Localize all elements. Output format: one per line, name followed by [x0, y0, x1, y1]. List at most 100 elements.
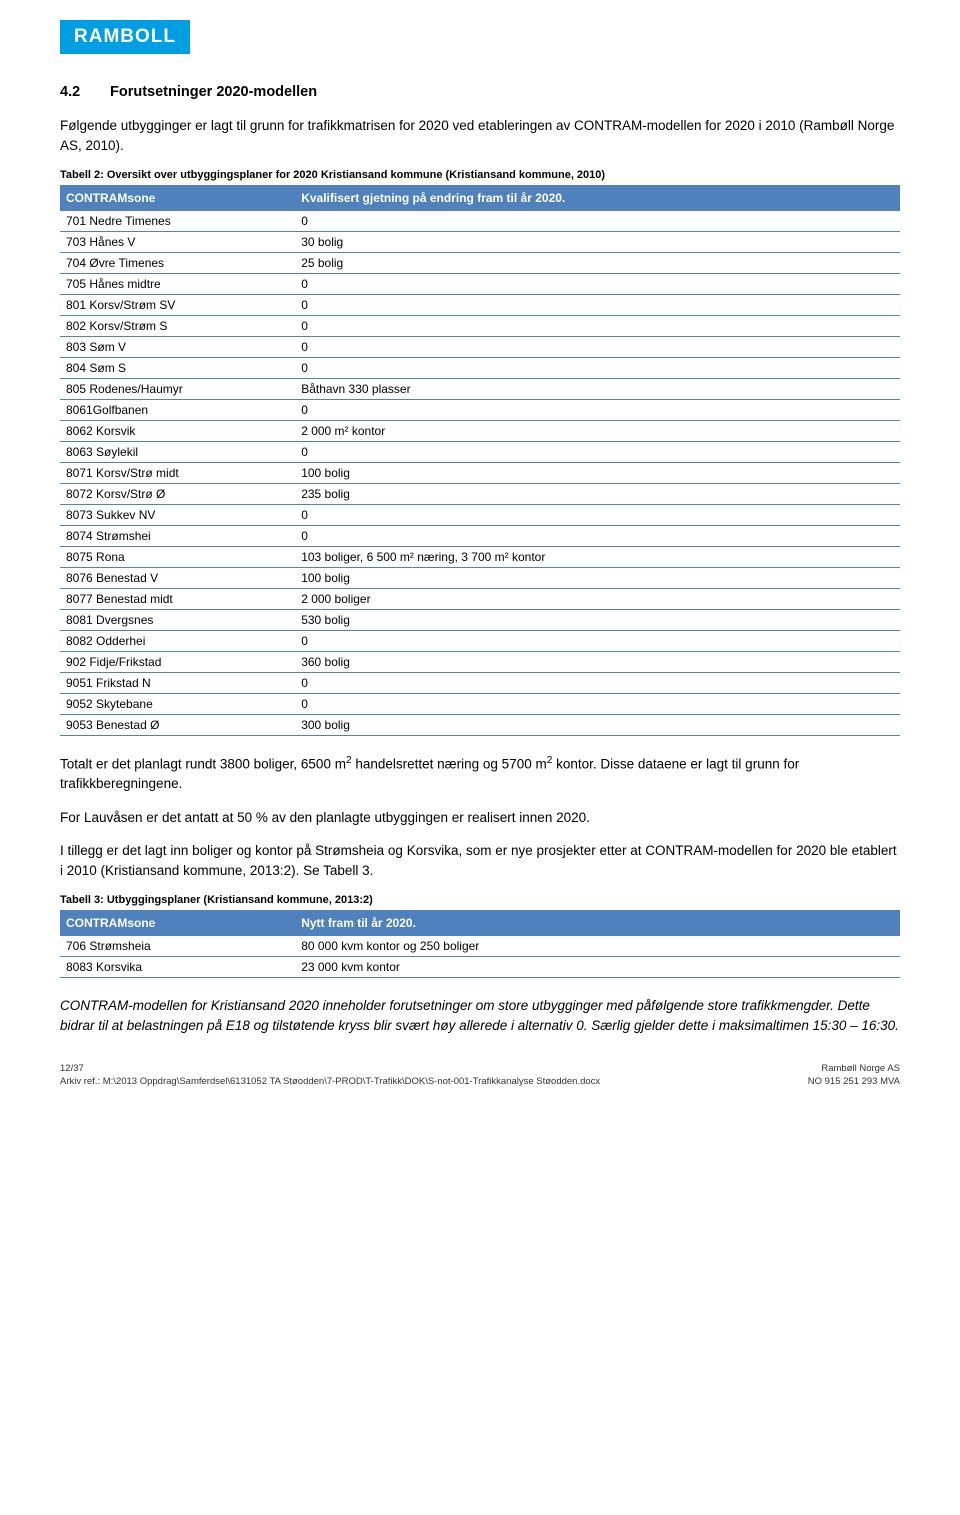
table2-row: 8071 Korsv/Strø midt100 bolig: [60, 463, 900, 484]
table2-cell: 803 Søm V: [60, 337, 295, 358]
logo-container: RAMBOLL: [60, 20, 900, 54]
table2-cell: 802 Korsv/Strøm S: [60, 316, 295, 337]
intro-paragraph: Følgende utbygginger er lagt til grunn f…: [60, 116, 900, 155]
table2-cell: 8081 Dvergsnes: [60, 610, 295, 631]
table2-cell: 8071 Korsv/Strø midt: [60, 463, 295, 484]
table3-header-row: CONTRAMsone Nytt fram til år 2020.: [60, 911, 900, 936]
p1b: handelsrettet næring og 5700 m: [352, 757, 547, 772]
table2-cell: 0: [295, 400, 900, 421]
table2-cell: 300 bolig: [295, 715, 900, 736]
table2-cell: 0: [295, 631, 900, 652]
table3-header-1: Nytt fram til år 2020.: [295, 911, 900, 936]
table2-cell: Båthavn 330 plasser: [295, 379, 900, 400]
table2-row: 9052 Skytebane0: [60, 694, 900, 715]
footer-right: Rambøll Norge AS NO 915 251 293 MVA: [808, 1062, 900, 1089]
table2-cell: 2 000 boliger: [295, 589, 900, 610]
table2-row: 8075 Rona103 boliger, 6 500 m² næring, 3…: [60, 547, 900, 568]
table2-cell: 705 Hånes midtre: [60, 274, 295, 295]
summary-paragraph-3: I tillegg er det lagt inn boliger og kon…: [60, 841, 900, 880]
table2-cell: 0: [295, 694, 900, 715]
table2-row: 8081 Dvergsnes530 bolig: [60, 610, 900, 631]
table2-row: 8073 Sukkev NV0: [60, 505, 900, 526]
table2-row: 9053 Benestad Ø300 bolig: [60, 715, 900, 736]
table2-row: 703 Hånes V30 bolig: [60, 232, 900, 253]
table2-cell: 25 bolig: [295, 253, 900, 274]
table2-cell: 801 Korsv/Strøm SV: [60, 295, 295, 316]
table2-cell: 8075 Rona: [60, 547, 295, 568]
table2-row: 701 Nedre Timenes0: [60, 211, 900, 232]
table2-row: 8074 Strømshei0: [60, 526, 900, 547]
table3-header-0: CONTRAMsone: [60, 911, 295, 936]
table2-row: 8061Golfbanen0: [60, 400, 900, 421]
table2-cell: 703 Hånes V: [60, 232, 295, 253]
table2-cell: 0: [295, 442, 900, 463]
footer-orgno: NO 915 251 293 MVA: [808, 1075, 900, 1088]
table2-row: 802 Korsv/Strøm S0: [60, 316, 900, 337]
table2-header-0: CONTRAMsone: [60, 186, 295, 211]
table3-cell: 80 000 kvm kontor og 250 boliger: [295, 936, 900, 957]
table2-caption: Tabell 2: Oversikt over utbyggingsplaner…: [60, 169, 900, 181]
table2-cell: 0: [295, 295, 900, 316]
table2-row: 805 Rodenes/HaumyrBåthavn 330 plasser: [60, 379, 900, 400]
table2-row: 704 Øvre Timenes25 bolig: [60, 253, 900, 274]
footer-left: 12/37 Arkiv ref.: M:\2013 Oppdrag\Samfer…: [60, 1062, 600, 1089]
table2-cell: 0: [295, 358, 900, 379]
archive-ref: Arkiv ref.: M:\2013 Oppdrag\Samferdsel\6…: [60, 1075, 600, 1088]
table2-cell: 8062 Korsvik: [60, 421, 295, 442]
table2-row: 8063 Søylekil0: [60, 442, 900, 463]
table2-cell: 360 bolig: [295, 652, 900, 673]
page-number: 12/37: [60, 1062, 600, 1075]
table2-cell: 30 bolig: [295, 232, 900, 253]
table2-cell: 103 boliger, 6 500 m² næring, 3 700 m² k…: [295, 547, 900, 568]
table2-cell: 704 Øvre Timenes: [60, 253, 295, 274]
p1a: Totalt er det planlagt rundt 3800 bolige…: [60, 757, 346, 772]
table2-cell: 9053 Benestad Ø: [60, 715, 295, 736]
table2-cell: 804 Søm S: [60, 358, 295, 379]
table2-row: 8062 Korsvik2 000 m² kontor: [60, 421, 900, 442]
page-footer: 12/37 Arkiv ref.: M:\2013 Oppdrag\Samfer…: [60, 1062, 900, 1089]
table2-cell: 8074 Strømshei: [60, 526, 295, 547]
table3-row: 8083 Korsvika23 000 kvm kontor: [60, 957, 900, 978]
table2-row: 902 Fidje/Frikstad360 bolig: [60, 652, 900, 673]
table2-cell: 9052 Skytebane: [60, 694, 295, 715]
table2-row: 8076 Benestad V100 bolig: [60, 568, 900, 589]
section-title: Forutsetninger 2020-modellen: [110, 84, 317, 100]
table2-cell: 8082 Odderhei: [60, 631, 295, 652]
table2-row: 9051 Frikstad N0: [60, 673, 900, 694]
table2-cell: 8077 Benestad midt: [60, 589, 295, 610]
table2-row: 8072 Korsv/Strø Ø235 bolig: [60, 484, 900, 505]
summary-paragraph-1: Totalt er det planlagt rundt 3800 bolige…: [60, 754, 900, 794]
table2-cell: 8063 Søylekil: [60, 442, 295, 463]
table3-cell: 23 000 kvm kontor: [295, 957, 900, 978]
table3: CONTRAMsone Nytt fram til år 2020. 706 S…: [60, 910, 900, 978]
table2-cell: 8073 Sukkev NV: [60, 505, 295, 526]
table2: CONTRAMsone Kvalifisert gjetning på endr…: [60, 185, 900, 736]
table2-header-row: CONTRAMsone Kvalifisert gjetning på endr…: [60, 186, 900, 211]
table2-row: 8082 Odderhei0: [60, 631, 900, 652]
table2-cell: 902 Fidje/Frikstad: [60, 652, 295, 673]
table3-caption: Tabell 3: Utbyggingsplaner (Kristiansand…: [60, 894, 900, 906]
table2-cell: 530 bolig: [295, 610, 900, 631]
table2-cell: 100 bolig: [295, 463, 900, 484]
table3-cell: 706 Strømsheia: [60, 936, 295, 957]
table2-row: 803 Søm V0: [60, 337, 900, 358]
summary-paragraph-2: For Lauvåsen er det antatt at 50 % av de…: [60, 808, 900, 828]
table2-cell: 0: [295, 316, 900, 337]
table2-cell: 0: [295, 274, 900, 295]
table2-cell: 9051 Frikstad N: [60, 673, 295, 694]
table2-cell: 8061Golfbanen: [60, 400, 295, 421]
table2-cell: 0: [295, 211, 900, 232]
table2-cell: 0: [295, 505, 900, 526]
italic-note: CONTRAM-modellen for Kristiansand 2020 i…: [60, 996, 900, 1035]
table2-cell: 0: [295, 673, 900, 694]
table2-cell: 805 Rodenes/Haumyr: [60, 379, 295, 400]
table2-cell: 100 bolig: [295, 568, 900, 589]
table2-cell: 8072 Korsv/Strø Ø: [60, 484, 295, 505]
table2-row: 804 Søm S0: [60, 358, 900, 379]
footer-company: Rambøll Norge AS: [808, 1062, 900, 1075]
section-heading: 4.2Forutsetninger 2020-modellen: [60, 84, 900, 100]
table3-cell: 8083 Korsvika: [60, 957, 295, 978]
table2-cell: 2 000 m² kontor: [295, 421, 900, 442]
company-logo: RAMBOLL: [60, 20, 190, 54]
table2-cell: 0: [295, 526, 900, 547]
